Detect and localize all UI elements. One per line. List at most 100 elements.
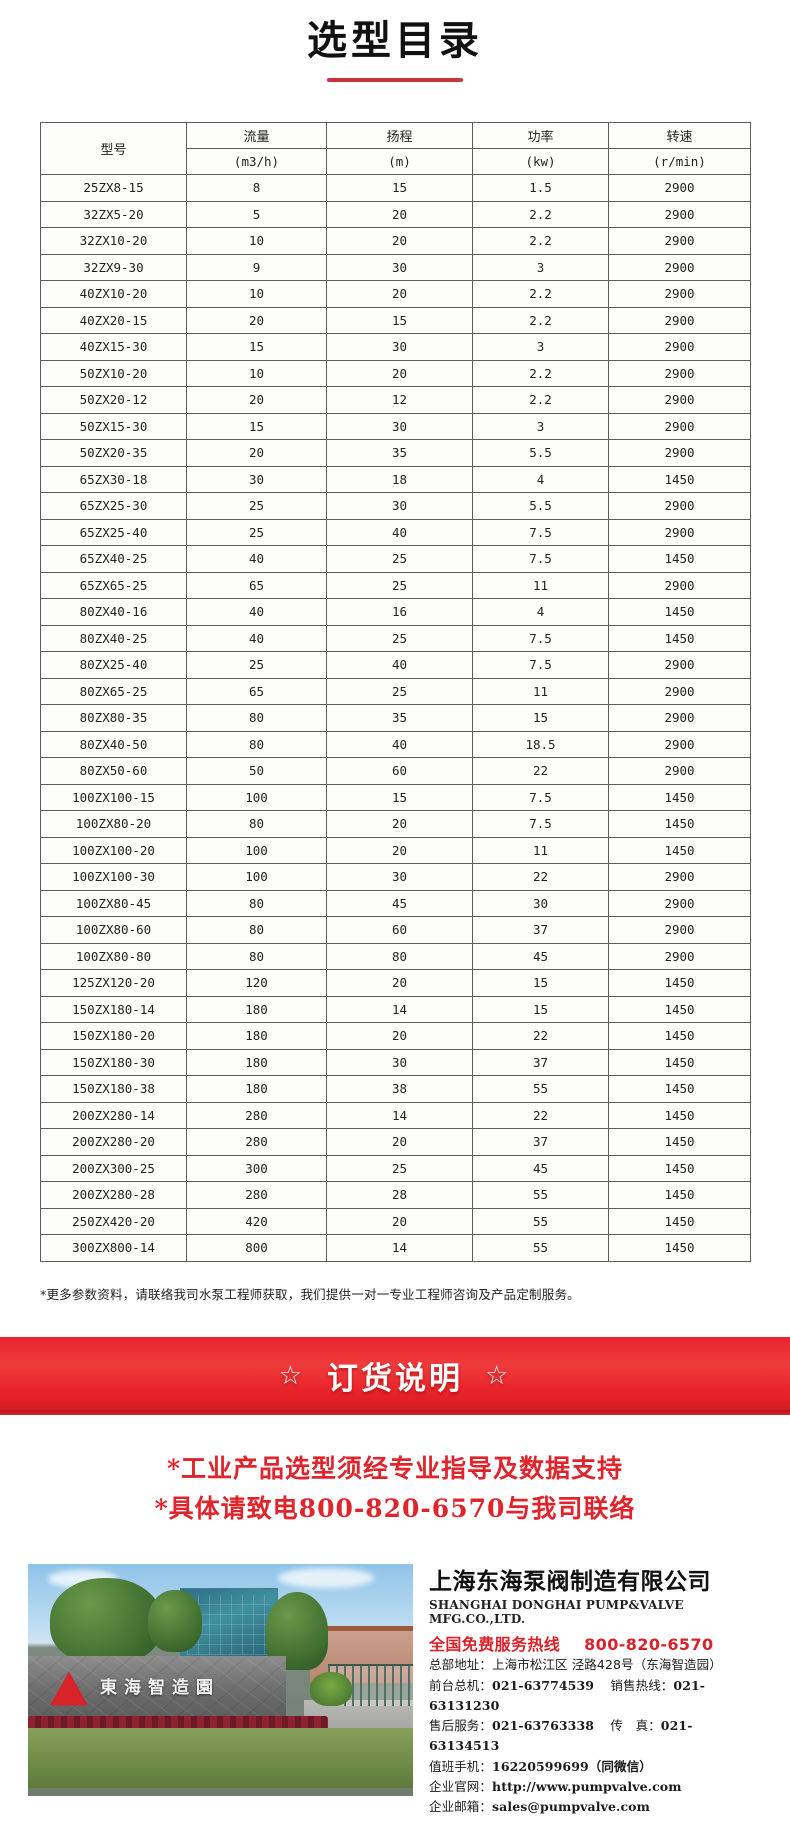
- column-header-model: 型号: [40, 122, 187, 175]
- cell-head: 25: [326, 677, 473, 705]
- cell-power: 30: [472, 889, 609, 917]
- cell-model: 80ZX40-16: [40, 598, 187, 626]
- cell-speed: 2900: [608, 174, 751, 202]
- cell-power: 2.2: [472, 200, 609, 228]
- cell-flow: 300: [186, 1154, 327, 1182]
- table-row: 32ZX10-20 10 20 2.2 2900: [40, 227, 751, 255]
- cell-flow: 10: [186, 359, 327, 387]
- table-row: 100ZX80-45 80 45 30 2900: [40, 889, 751, 917]
- cell-flow: 280: [186, 1128, 327, 1156]
- cell-flow: 180: [186, 1048, 327, 1076]
- cell-flow: 80: [186, 704, 327, 732]
- front-desk-label: 前台总机：: [429, 1677, 493, 1693]
- cell-flow: 180: [186, 1075, 327, 1103]
- cell-flow: 280: [186, 1181, 327, 1209]
- cell-power: 22: [472, 757, 609, 785]
- cell-head: 30: [326, 863, 473, 891]
- cell-model: 65ZX25-30: [40, 492, 187, 520]
- cell-head: 16: [326, 598, 473, 626]
- cell-flow: 40: [186, 598, 327, 626]
- cell-model: 40ZX15-30: [40, 333, 187, 361]
- cell-speed: 2900: [608, 492, 751, 520]
- cell-speed: 2900: [608, 651, 751, 679]
- cell-model: 80ZX65-25: [40, 677, 187, 705]
- cell-flow: 100: [186, 863, 327, 891]
- table-row: 100ZX80-20 80 20 7.5 1450: [40, 810, 751, 838]
- cell-power: 22: [472, 1101, 609, 1129]
- table-row: 25ZX8-15 8 15 1.5 2900: [40, 174, 751, 202]
- cell-power: 2.2: [472, 280, 609, 308]
- service-value: 021-63763338: [492, 1718, 595, 1733]
- cell-head: 25: [326, 545, 473, 573]
- cell-power: 37: [472, 1048, 609, 1076]
- sales-label: 销售热线：: [610, 1677, 674, 1693]
- cell-head: 20: [326, 359, 473, 387]
- cell-speed: 1450: [608, 1154, 751, 1182]
- cell-flow: 5: [186, 200, 327, 228]
- cell-flow: 25: [186, 518, 327, 546]
- cell-head: 12: [326, 386, 473, 414]
- company-name-cn: 上海东海泵阀制造有限公司: [429, 1568, 711, 1595]
- cell-power: 18.5: [472, 730, 609, 758]
- cell-power: 7.5: [472, 545, 609, 573]
- table-row: 125ZX120-20 120 20 15 1450: [40, 969, 751, 997]
- address-row: 总部地址：上海市松江区 泾路428号（东海智造园）: [429, 1655, 762, 1675]
- table-row: 200ZX300-25 300 25 45 1450: [40, 1154, 751, 1182]
- table-row: 80ZX40-50 80 40 18.5 2900: [40, 730, 751, 758]
- cell-flow: 8: [186, 174, 327, 202]
- cell-model: 80ZX25-40: [40, 651, 187, 679]
- cell-head: 20: [326, 1022, 473, 1050]
- cell-power: 2.2: [472, 386, 609, 414]
- cell-head: 15: [326, 783, 473, 811]
- cell-speed: 2900: [608, 863, 751, 891]
- table-row: 80ZX25-40 25 40 7.5 2900: [40, 651, 751, 679]
- address-value: 上海市松江区 泾路428号（东海智造园）: [492, 1657, 722, 1673]
- cell-flow: 65: [186, 571, 327, 599]
- cell-model: 150ZX180-14: [40, 995, 187, 1023]
- tree-icon: [148, 1589, 202, 1652]
- cell-power: 1.5: [472, 174, 609, 202]
- column-unit-power: (kw): [472, 148, 609, 175]
- cell-speed: 2900: [608, 306, 751, 334]
- cell-power: 37: [472, 916, 609, 944]
- cell-head: 60: [326, 916, 473, 944]
- column-header-head: 扬程: [326, 122, 473, 149]
- cell-model: 50ZX20-12: [40, 386, 187, 414]
- table-row: 80ZX80-35 80 35 15 2900: [40, 704, 751, 732]
- cell-model: 40ZX20-15: [40, 306, 187, 334]
- cell-flow: 100: [186, 836, 327, 864]
- cell-power: 7.5: [472, 651, 609, 679]
- column-unit-head: (m): [326, 148, 473, 175]
- order-instructions-banner: ☆ 订货说明 ☆: [0, 1336, 790, 1415]
- website-value[interactable]: http://www.pumpvalve.com: [492, 1778, 682, 1794]
- hotline-number: 800-820-6570: [584, 1635, 714, 1655]
- cell-speed: 2900: [608, 757, 751, 785]
- cell-model: 40ZX10-20: [40, 280, 187, 308]
- cell-power: 55: [472, 1207, 609, 1235]
- cell-power: 2.2: [472, 306, 609, 334]
- website-row: 企业官网：http://www.pumpvalve.com: [429, 1777, 762, 1797]
- email-value[interactable]: sales@pumpvalve.com: [492, 1799, 650, 1814]
- cell-flow: 120: [186, 969, 327, 997]
- table-row: 40ZX10-20 10 20 2.2 2900: [40, 280, 751, 308]
- address-label: 总部地址：: [429, 1657, 493, 1673]
- table-row: 65ZX25-30 25 30 5.5 2900: [40, 492, 751, 520]
- table-row: 80ZX50-60 50 60 22 2900: [40, 757, 751, 785]
- cell-speed: 2900: [608, 200, 751, 228]
- cell-model: 150ZX180-30: [40, 1048, 187, 1076]
- cell-model: 50ZX20-35: [40, 439, 187, 467]
- cell-head: 15: [326, 174, 473, 202]
- cell-head: 40: [326, 730, 473, 758]
- cell-model: 65ZX65-25: [40, 571, 187, 599]
- cell-speed: 1450: [608, 783, 751, 811]
- cell-flow: 15: [186, 412, 327, 440]
- column-unit-flow: (m3/h): [186, 148, 327, 175]
- table-row: 65ZX65-25 65 25 11 2900: [40, 571, 751, 599]
- cell-flow: 40: [186, 545, 327, 573]
- cell-head: 25: [326, 624, 473, 652]
- cell-flow: 420: [186, 1207, 327, 1235]
- cell-model: 150ZX180-20: [40, 1022, 187, 1050]
- cell-flow: 80: [186, 889, 327, 917]
- cell-speed: 1450: [608, 1075, 751, 1103]
- table-row: 250ZX420-20 420 20 55 1450: [40, 1207, 751, 1235]
